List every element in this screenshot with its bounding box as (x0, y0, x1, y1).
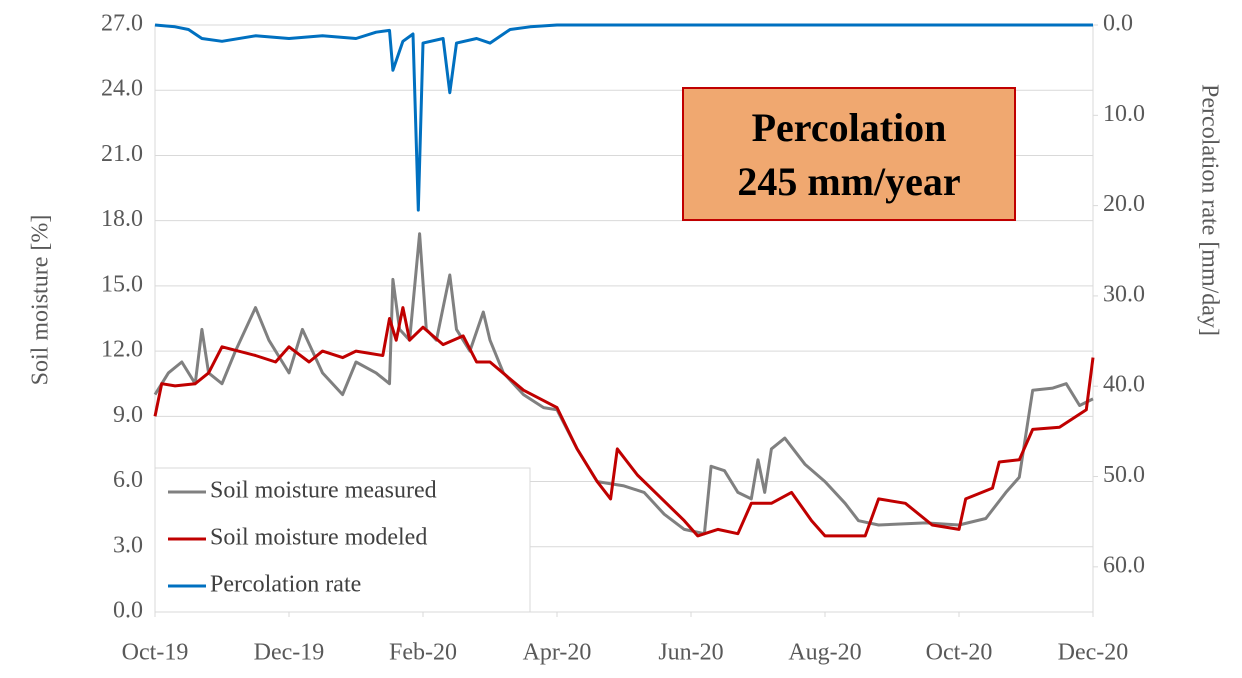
x-tick-label: Dec-19 (254, 640, 325, 666)
y-tick-label: 18.0 (101, 206, 143, 232)
y-tick-label: 24.0 (101, 76, 143, 102)
y-tick-label: 9.0 (113, 402, 143, 428)
y-tick-label: 3.0 (113, 532, 143, 558)
series-line (153, 306, 1095, 538)
y-axis-label: Soil moisture [%] (28, 215, 54, 386)
legend: Soil moisture measured Soil moisture mode… (168, 478, 437, 598)
series-line (154, 23, 1093, 212)
legend-box (154, 467, 531, 613)
x-tick-label: Dec-20 (1058, 640, 1129, 666)
y-tick-label: 0.0 (113, 598, 143, 624)
x-tick-label: Apr-20 (523, 640, 592, 666)
annotation-box (682, 87, 1016, 221)
y2-tick-label: 50.0 (1103, 462, 1145, 488)
legend-label: Soil moisture modeled (210, 525, 427, 551)
y2-tick-label: 0.0 (1103, 11, 1133, 37)
y-tick-label: 15.0 (101, 271, 143, 297)
y2-tick-label: 10.0 (1103, 101, 1145, 127)
x-tick-label: Oct-20 (926, 640, 993, 666)
annotation-text: 245 mm/year (737, 159, 960, 204)
lines (153, 23, 1095, 538)
y-tick-label: 6.0 (113, 467, 143, 493)
x-tick-label: Aug-20 (788, 640, 861, 666)
legend-label: Soil moisture measured (210, 478, 437, 504)
x-tick-label: Oct-19 (122, 640, 189, 666)
annotation-text: Percolation (752, 105, 947, 150)
x-tick-label: Jun-20 (658, 640, 723, 666)
y2-tick-label: 40.0 (1103, 372, 1145, 398)
series-line (153, 232, 1094, 536)
legend-label: Percolation rate (210, 572, 361, 598)
y2-tick-label: 30.0 (1103, 281, 1145, 307)
y2-tick-label: 20.0 (1103, 191, 1145, 217)
y-tick-label: 12.0 (101, 337, 143, 363)
y2-tick-label: 60.0 (1103, 552, 1145, 578)
y-tick-label: 21.0 (101, 141, 143, 167)
y2-axis-label: Percolation rate [mm/day] (1196, 84, 1222, 336)
x-tick-label: Feb-20 (389, 640, 457, 666)
y-tick-label: 27.0 (101, 11, 143, 37)
